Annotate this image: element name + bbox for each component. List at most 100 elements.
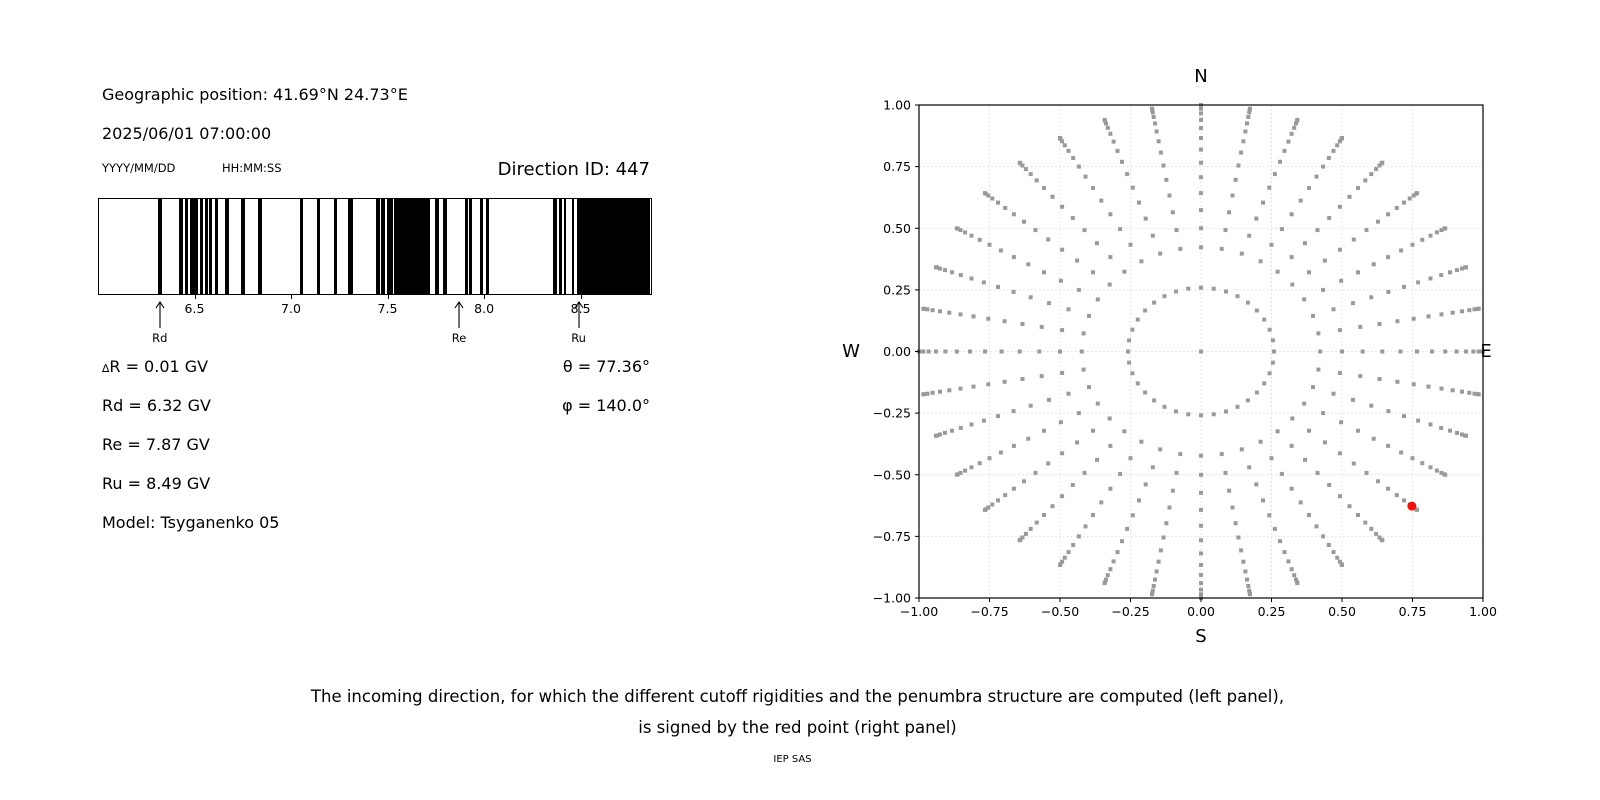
direction-dot	[954, 226, 959, 231]
direction-dot	[1246, 584, 1251, 588]
direction-dot	[1289, 212, 1294, 217]
x-tick-label: −0.75	[970, 604, 1008, 619]
direction-dot	[981, 280, 986, 285]
direction-dot	[1199, 581, 1203, 586]
x-tick-labels: −1.00 −0.75 −0.50 −0.25 0.00 0.25 0.50 0.75 1.00	[900, 604, 1497, 619]
direction-dot	[1091, 270, 1095, 275]
direction-dot	[1434, 230, 1439, 235]
direction-dot	[934, 433, 938, 438]
direction-dot	[1039, 324, 1044, 329]
direction-dot	[1262, 381, 1267, 386]
direction-dot	[1443, 472, 1448, 477]
direction-dot	[1347, 194, 1352, 199]
direction-dot	[1011, 443, 1016, 448]
direction-dot	[1199, 413, 1203, 418]
y-tick-label: 0.75	[883, 159, 911, 174]
direction-dot	[1460, 432, 1464, 437]
penumbra-x-tick	[580, 295, 582, 299]
direction-dot	[1290, 416, 1295, 421]
direction-dot	[1122, 429, 1127, 434]
direction-dot	[1395, 319, 1400, 324]
direction-dot	[1307, 186, 1311, 190]
direction-dot	[1199, 490, 1203, 495]
direction-dot	[1439, 273, 1444, 278]
direction-dot	[1279, 471, 1284, 476]
direction-dot	[1174, 228, 1179, 233]
direction-dot	[1337, 370, 1342, 375]
direction-dot	[1394, 493, 1399, 498]
direction-dot	[977, 237, 982, 242]
direction-dot	[1219, 246, 1224, 251]
penumbra-plot	[98, 198, 652, 295]
x-tick-label: 0.00	[1187, 604, 1215, 619]
direction-dot	[1028, 526, 1033, 531]
direction-dot	[1060, 494, 1065, 499]
direction-dot	[1289, 486, 1294, 491]
direction-dot	[1060, 451, 1065, 456]
direction-dot	[1081, 367, 1086, 372]
direction-dot	[1377, 377, 1382, 381]
direction-dot	[1369, 526, 1374, 531]
direction-dot	[1199, 208, 1203, 213]
direction-dot	[1042, 428, 1046, 433]
direction-dot	[1126, 349, 1130, 354]
direction-dot	[1154, 569, 1159, 574]
y-tick-label: 0.50	[883, 221, 911, 236]
direction-dot	[1460, 266, 1464, 271]
penumbra-forbidden-band	[563, 199, 567, 294]
direction-dot	[1272, 172, 1277, 177]
direction-dot	[1120, 539, 1124, 544]
direction-dot	[1152, 300, 1157, 305]
penumbra-forbidden-band	[184, 199, 188, 294]
compass-east-label: E	[1480, 341, 1491, 362]
direction-dot	[1167, 505, 1172, 510]
direction-dot	[1151, 115, 1156, 119]
direction-dot	[1076, 287, 1081, 292]
direction-dot	[1356, 270, 1360, 275]
direction-dot	[1315, 228, 1320, 233]
direction-dot	[1426, 314, 1431, 319]
direction-dot	[1410, 456, 1415, 461]
direction-dot	[1275, 269, 1280, 274]
direction-dot	[1364, 470, 1369, 475]
y-tick-label: −1.00	[873, 591, 911, 606]
direction-dot	[1105, 125, 1110, 130]
direction-dot	[1135, 381, 1140, 386]
direction-dot	[1020, 163, 1025, 168]
rd-value: Rd = 6.32 GV	[102, 396, 211, 415]
direction-dot	[1128, 456, 1133, 461]
direction-dot	[1230, 505, 1235, 510]
direction-dot	[1223, 228, 1228, 233]
direction-dot	[1122, 269, 1127, 274]
direction-dot	[1156, 139, 1161, 144]
direction-dot	[1167, 193, 1172, 198]
direction-dot	[1241, 139, 1246, 144]
direction-dot	[1066, 148, 1071, 153]
direction-dot	[1095, 457, 1099, 462]
direction-dot	[1158, 150, 1163, 155]
direction-dot	[996, 200, 1000, 205]
direction-dot	[986, 382, 991, 387]
direction-dot	[1472, 391, 1477, 396]
direction-dot	[1081, 331, 1086, 336]
direction-dot	[1322, 440, 1327, 445]
direction-dot	[1118, 227, 1123, 232]
direction-dot	[1102, 581, 1107, 586]
direction-dot	[1292, 125, 1297, 130]
direction-dot	[1416, 418, 1421, 423]
y-tick-label: 1.00	[883, 98, 911, 113]
direction-plot: −1.00 −0.75 −0.50 −0.25 0.00 0.25 0.50 0.75 1.00…	[842, 66, 1497, 647]
direction-dot	[1170, 488, 1175, 493]
direction-dot	[1377, 535, 1382, 540]
direction-dot	[954, 349, 959, 354]
direction-dot	[971, 314, 976, 319]
direction-dot	[921, 306, 926, 311]
direction-dot	[1399, 450, 1404, 455]
direction-dot	[1289, 131, 1294, 136]
direction-dot	[1158, 251, 1163, 256]
direction-dot	[943, 268, 947, 273]
direction-dot	[1340, 349, 1344, 354]
direction-dot	[1269, 242, 1274, 247]
x-tick-label: −0.25	[1111, 604, 1149, 619]
